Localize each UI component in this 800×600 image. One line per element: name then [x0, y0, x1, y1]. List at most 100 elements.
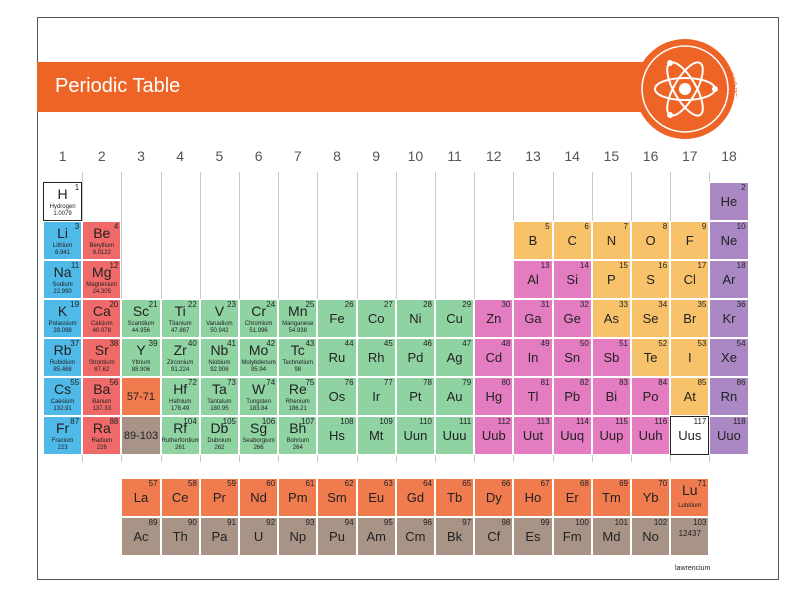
element-cell-hg[interactable]: Hg 80	[474, 377, 514, 416]
element-cell-uuq[interactable]: Uuq 114	[552, 416, 592, 455]
element-cell-rf[interactable]: Rf 104 Rutherfordium 261	[160, 416, 200, 455]
element-cell-cr[interactable]: Cr 24 Chromium 51.996	[239, 299, 279, 338]
element-cell-uub[interactable]: Uub 112	[474, 416, 514, 455]
element-cell-p[interactable]: P 15	[591, 260, 631, 299]
element-cell-tm[interactable]: Tm 69	[591, 478, 631, 517]
element-cell-pd[interactable]: Pd 46	[395, 338, 435, 377]
element-cell-12437[interactable]: 12437 103	[670, 517, 710, 556]
element-cell-ar[interactable]: Ar 18	[709, 260, 749, 299]
element-cell-nd[interactable]: Nd 60	[239, 478, 279, 517]
element-cell-np[interactable]: Np 93	[278, 517, 318, 556]
element-cell-dy[interactable]: Dy 66	[474, 478, 514, 517]
element-cell-sc[interactable]: Sc 21 Scandium 44.956	[121, 299, 161, 338]
element-cell-mg[interactable]: Mg 12 Magnesium 24.305	[82, 260, 122, 299]
element-cell-na[interactable]: Na 11 Sodium 22.990	[43, 260, 83, 299]
element-cell-ir[interactable]: Ir 77	[356, 377, 396, 416]
element-cell-cl[interactable]: Cl 17	[670, 260, 710, 299]
element-cell-uuu[interactable]: Uuu 111	[435, 416, 475, 455]
element-cell-tb[interactable]: Tb 65	[435, 478, 475, 517]
element-cell-fm[interactable]: Fm 100	[552, 517, 592, 556]
element-cell-sg[interactable]: Sg 106 Seaborgium 266	[239, 416, 279, 455]
element-cell-am[interactable]: Am 95	[356, 517, 396, 556]
element-cell-nb[interactable]: Nb 41 Niobium 92.906	[199, 338, 239, 377]
element-cell-ba[interactable]: Ba 56 Barium 137.33	[82, 377, 122, 416]
element-cell-eu[interactable]: Eu 63	[356, 478, 396, 517]
element-cell-al[interactable]: Al 13	[513, 260, 553, 299]
element-cell-md[interactable]: Md 101	[591, 517, 631, 556]
element-cell-u[interactable]: U 92	[239, 517, 279, 556]
element-cell-lu[interactable]: Lu 71 Lutetium	[670, 478, 710, 517]
element-cell-la[interactable]: La 57	[121, 478, 161, 517]
element-cell-ce[interactable]: Ce 58	[160, 478, 200, 517]
element-cell-ga[interactable]: Ga 31	[513, 299, 553, 338]
element-cell-ac[interactable]: Ac 89	[121, 517, 161, 556]
element-cell-be[interactable]: Be 4 Beryllium 9.0122	[82, 221, 122, 260]
element-cell-cm[interactable]: Cm 96	[395, 517, 435, 556]
element-cell-ra[interactable]: Ra 88 Radium 226	[82, 416, 122, 455]
element-cell-uut[interactable]: Uut 113	[513, 416, 553, 455]
element-cell-pm[interactable]: Pm 61	[278, 478, 318, 517]
element-cell-co[interactable]: Co 27	[356, 299, 396, 338]
element-cell-pr[interactable]: Pr 59	[199, 478, 239, 517]
element-cell-k[interactable]: K 19 Potassium 39.098	[43, 299, 83, 338]
element-cell-bh[interactable]: Bh 107 Bohrium 264	[278, 416, 318, 455]
element-cell-ge[interactable]: Ge 32	[552, 299, 592, 338]
element-cell-zn[interactable]: Zn 30	[474, 299, 514, 338]
element-cell-hs[interactable]: Hs 108	[317, 416, 357, 455]
element-cell-fe[interactable]: Fe 26	[317, 299, 357, 338]
element-cell-br[interactable]: Br 35	[670, 299, 710, 338]
element-cell-te[interactable]: Te 52	[631, 338, 671, 377]
element-cell-uus[interactable]: Uus 117	[670, 416, 710, 455]
element-cell-pa[interactable]: Pa 91	[199, 517, 239, 556]
element-cell-au[interactable]: Au 79	[435, 377, 475, 416]
element-cell-ti[interactable]: Ti 22 Titanium 47.867	[160, 299, 200, 338]
element-cell-sm[interactable]: Sm 62	[317, 478, 357, 517]
element-cell-si[interactable]: Si 14	[552, 260, 592, 299]
element-cell-pu[interactable]: Pu 94	[317, 517, 357, 556]
element-cell-gd[interactable]: Gd 64	[395, 478, 435, 517]
element-cell-xe[interactable]: Xe 54	[709, 338, 749, 377]
element-cell-h[interactable]: H 1 Hydrogen 1.0079	[43, 182, 83, 221]
element-cell-sb[interactable]: Sb 51	[591, 338, 631, 377]
element-cell-se[interactable]: Se 34	[631, 299, 671, 338]
element-cell-ho[interactable]: Ho 67	[513, 478, 553, 517]
element-cell-as[interactable]: As 33	[591, 299, 631, 338]
element-cell-bi[interactable]: Bi 83	[591, 377, 631, 416]
element-cell-cs[interactable]: Cs 55 Caesium 132.91	[43, 377, 83, 416]
element-cell-re[interactable]: Re 75 Rhenium 186.21	[278, 377, 318, 416]
element-cell-cd[interactable]: Cd 48	[474, 338, 514, 377]
element-cell-pb[interactable]: Pb 82	[552, 377, 592, 416]
element-cell-mo[interactable]: Mo 42 Molybdenum 95.94	[239, 338, 279, 377]
element-cell-tc[interactable]: Tc 43 Technetium 98	[278, 338, 318, 377]
element-cell-bk[interactable]: Bk 97	[435, 517, 475, 556]
element-cell-rn[interactable]: Rn 86	[709, 377, 749, 416]
element-cell-cf[interactable]: Cf 98	[474, 517, 514, 556]
element-cell-he[interactable]: He 2	[709, 182, 749, 221]
element-cell-cu[interactable]: Cu 29	[435, 299, 475, 338]
element-cell-li[interactable]: Li 3 Lithium 6.941	[43, 221, 83, 260]
element-cell-uup[interactable]: Uup 115	[591, 416, 631, 455]
element-cell-y[interactable]: Y 39 Yttrium 88.906	[121, 338, 161, 377]
element-cell-rh[interactable]: Rh 45	[356, 338, 396, 377]
element-cell-uuh[interactable]: Uuh 116	[631, 416, 671, 455]
element-cell-po[interactable]: Po 84	[631, 377, 671, 416]
element-cell-yb[interactable]: Yb 70	[631, 478, 671, 517]
element-cell-ca[interactable]: Ca 20 Calcium 40.078	[82, 299, 122, 338]
element-cell-es[interactable]: Es 99	[513, 517, 553, 556]
element-cell-v[interactable]: V 23 Vanadium 50.942	[199, 299, 239, 338]
element-cell-at[interactable]: At 85	[670, 377, 710, 416]
element-cell-in[interactable]: In 49	[513, 338, 553, 377]
element-cell-ag[interactable]: Ag 47	[435, 338, 475, 377]
element-cell-sn[interactable]: Sn 50	[552, 338, 592, 377]
element-cell-uuo[interactable]: Uuo 118	[709, 416, 749, 455]
element-cell-ta[interactable]: Ta 73 Tantalum 180.95	[199, 377, 239, 416]
element-cell-mn[interactable]: Mn 25 Manganese 54.938	[278, 299, 318, 338]
element-cell-fr[interactable]: Fr 87 Fracium 223	[43, 416, 83, 455]
element-cell-uun[interactable]: Uun 110	[395, 416, 435, 455]
element-cell-tl[interactable]: Tl 81	[513, 377, 553, 416]
